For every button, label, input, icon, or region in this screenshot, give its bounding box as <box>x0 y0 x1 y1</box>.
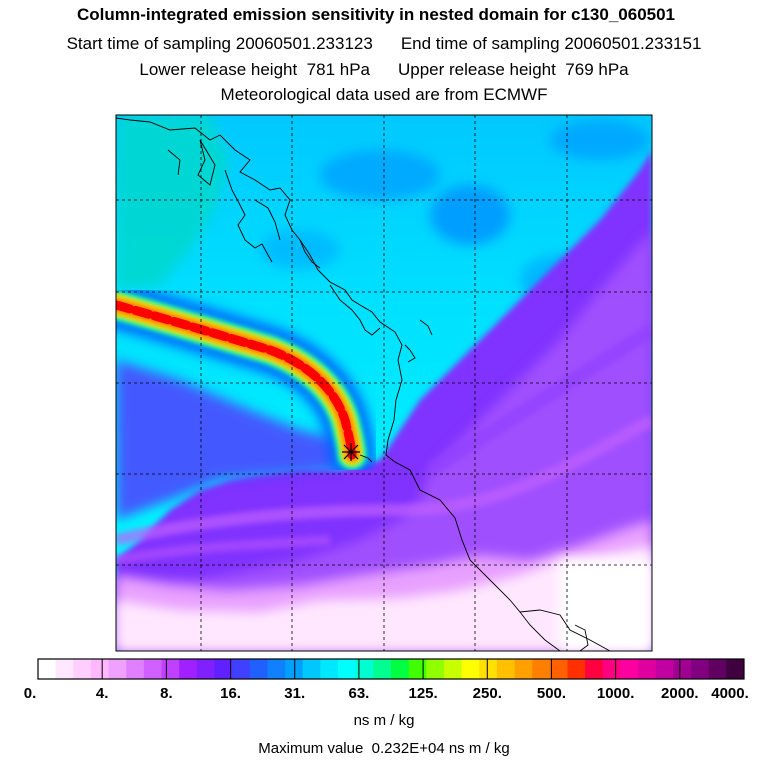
colorbar-cell <box>638 659 657 679</box>
upper-height-value: 769 hPa <box>565 60 629 79</box>
colorbar-cell <box>355 659 374 679</box>
colorbar-tick-label: 63. <box>348 685 370 702</box>
colorbar-tick-label: 4000. <box>711 685 749 702</box>
colorbar-cell <box>232 659 251 679</box>
colorbar-cell <box>55 659 74 679</box>
colorbar-cell <box>249 659 268 679</box>
release-star-marker <box>342 443 360 461</box>
colorbar-cell <box>126 659 145 679</box>
coastline <box>116 117 611 651</box>
colorbar-tick-label: 1000. <box>596 685 635 702</box>
colorbar-tick-label: 125. <box>408 685 438 702</box>
colorbar-tick-label: 2000. <box>661 685 699 702</box>
purple-streaks <box>116 324 652 565</box>
colorbar-tick-label: 250. <box>472 685 502 702</box>
colorbar-cell <box>108 659 127 679</box>
colorbar-cell <box>285 659 304 679</box>
plot-title: Column-integrated emission sensitivity i… <box>76 5 676 24</box>
colorbar-cell <box>691 659 710 679</box>
lower-height-value: 781 hPa <box>306 60 370 79</box>
colorbar-cell <box>391 659 410 679</box>
colorbar-cell <box>708 659 727 679</box>
end-time-label: End time of sampling <box>400 34 560 53</box>
colorbar-cell <box>443 659 463 679</box>
colorbar-cell <box>673 659 692 679</box>
lower-height-label: Lower release height <box>139 60 298 79</box>
upper-height-label: Upper release height <box>398 60 556 79</box>
colorbar-cell <box>196 659 215 679</box>
colorbar-cell <box>38 659 57 679</box>
colorbar-tick-label: 16. <box>220 685 241 702</box>
start-time-label: Start time of sampling <box>66 34 231 53</box>
colorbar-tick-label: 500. <box>536 685 567 702</box>
colorbar-tick-label: 8. <box>160 685 173 702</box>
colorbar-cell <box>179 659 198 679</box>
colorbar-cell <box>567 659 586 679</box>
colorbar-cell <box>214 659 233 679</box>
colorbar-cell <box>532 659 551 679</box>
colorbar-cell <box>408 659 427 679</box>
colorbar-tick-label: 4. <box>95 685 109 702</box>
colorbar-cell <box>655 659 674 679</box>
colorbar-tick-label: 0. <box>23 685 37 702</box>
colorbar-cell <box>496 659 516 679</box>
colorbar-cell <box>320 659 339 679</box>
colorbar-frame <box>37 658 745 680</box>
colorbar-cell <box>161 659 180 679</box>
max-value-number: 0.232E+04 ns m / kg <box>371 740 510 757</box>
colorbar-cell <box>461 659 480 679</box>
colorbar-cell <box>549 659 568 679</box>
colorbar-cell <box>90 659 110 679</box>
colorbar-cell <box>426 659 445 679</box>
colorbar-cell <box>620 659 639 679</box>
colorbar-cell <box>338 659 357 679</box>
colorbar-cell <box>602 659 621 679</box>
colorbar-cell <box>73 659 92 679</box>
release-heights: Lower release height 781 hPa Upper releas… <box>0 60 768 80</box>
maximum-value: Maximum value 0.232E+04 ns m / kg <box>0 740 768 757</box>
colorbar-tick-label: 31. <box>284 685 306 702</box>
colorbar-cell <box>302 659 321 679</box>
northwest-field <box>116 115 230 290</box>
met-data-line: Meteorological data used are from ECMWF <box>220 85 548 104</box>
plume-core <box>116 300 357 460</box>
colorbar-units: ns m / kg <box>353 712 415 729</box>
colorbar-cell <box>585 659 604 679</box>
end-time-value: 20060501.233151 <box>564 34 702 53</box>
colorbar-cell <box>143 659 163 679</box>
start-time-value: 20060501.233123 <box>235 34 373 53</box>
southeast-inner <box>116 230 652 651</box>
colorbar-cell <box>267 659 286 679</box>
map-frame <box>115 114 653 652</box>
max-value-label: Maximum value <box>258 740 364 757</box>
colorbar-cell <box>373 659 392 679</box>
southern-white-field <box>116 545 652 651</box>
colorbar-cell <box>514 659 533 679</box>
sampling-times: Start time of sampling 20060501.233123 En… <box>0 34 768 54</box>
western-blue-band <box>116 360 340 520</box>
lat-lon-grid <box>116 115 652 651</box>
colorbar-cell <box>726 659 745 679</box>
colorbar-cell <box>479 659 498 679</box>
